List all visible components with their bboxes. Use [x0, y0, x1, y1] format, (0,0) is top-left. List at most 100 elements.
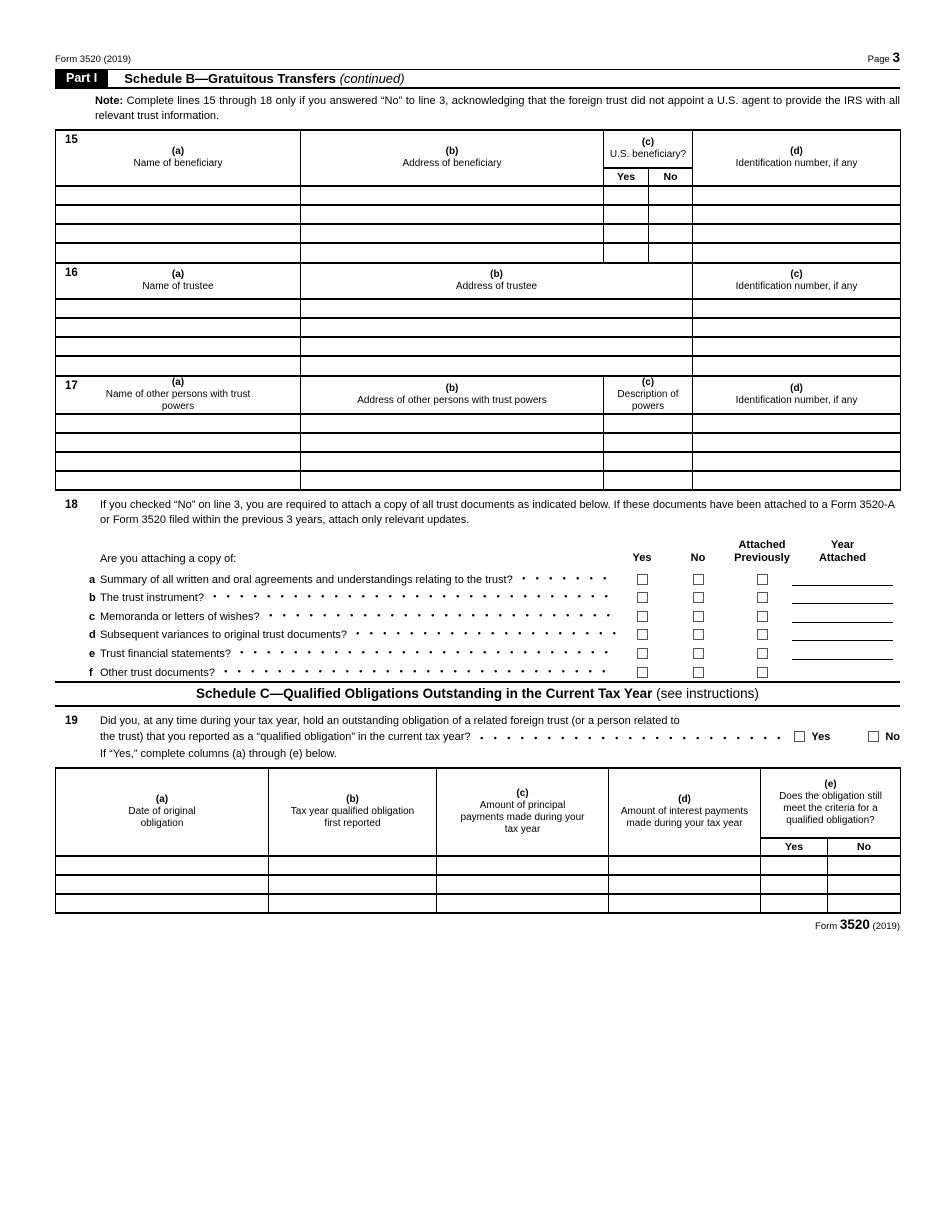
cell-no[interactable] [648, 204, 693, 224]
cell-name[interactable] [55, 470, 301, 491]
cell-name[interactable] [55, 355, 301, 375]
cell-date[interactable] [55, 854, 269, 875]
no-checkbox[interactable] [692, 647, 704, 659]
cell-address[interactable] [300, 223, 604, 243]
cell-interest[interactable] [608, 873, 761, 894]
cell-address[interactable] [300, 451, 604, 471]
cell-address[interactable] [300, 432, 604, 452]
cell-address[interactable] [300, 317, 693, 337]
cell-address[interactable] [300, 355, 693, 375]
cell-address[interactable] [300, 185, 604, 205]
no-checkbox[interactable] [692, 610, 704, 622]
attached-previously-checkbox[interactable] [756, 647, 768, 659]
cell-interest[interactable] [608, 854, 761, 875]
cell-name[interactable] [55, 432, 301, 452]
cell-no[interactable] [648, 185, 693, 205]
no-checkbox[interactable] [692, 629, 704, 641]
cell-interest[interactable] [608, 892, 761, 914]
cell-yes[interactable] [760, 854, 828, 875]
attach-prompt: Are you attaching a copy of: [100, 553, 237, 565]
no-checkbox[interactable] [692, 592, 704, 604]
line19-yes-checkbox[interactable] [794, 731, 806, 743]
cell-id[interactable] [692, 451, 901, 471]
cell-tax-year[interactable] [268, 892, 437, 914]
cell-name[interactable] [55, 336, 301, 356]
cell-no[interactable] [648, 242, 693, 262]
cell-name[interactable] [55, 242, 301, 262]
footer-form-word: Form [815, 920, 838, 932]
attach-row-c: c Memoranda or letters of wishes? [83, 604, 893, 623]
attached-previously-checkbox[interactable] [756, 610, 768, 622]
cell-principal[interactable] [436, 892, 609, 914]
cell-tax-year[interactable] [268, 854, 437, 875]
cell-id[interactable] [692, 470, 901, 491]
cell-id[interactable] [692, 317, 901, 337]
year-attached-field[interactable] [792, 646, 893, 660]
cell-principal[interactable] [436, 854, 609, 875]
cell-date[interactable] [55, 892, 269, 914]
attached-previously-checkbox[interactable] [756, 573, 768, 585]
dot-leader [516, 573, 616, 586]
cell-yes[interactable] [603, 185, 649, 205]
cell-name[interactable] [55, 298, 301, 318]
col-letter: (a) [171, 146, 185, 157]
cell-name[interactable] [55, 204, 301, 224]
attached-previously-checkbox[interactable] [756, 629, 768, 641]
cell-id[interactable] [692, 185, 901, 205]
line19-no-checkbox[interactable] [868, 731, 880, 743]
year-attached-field[interactable] [792, 609, 893, 623]
no-checkbox[interactable] [692, 573, 704, 585]
part-label: Part I [55, 70, 109, 87]
cell-id[interactable] [692, 413, 901, 433]
cell-address[interactable] [300, 470, 604, 491]
cell-no[interactable] [827, 854, 901, 875]
yes-checkbox[interactable] [636, 573, 648, 585]
cell-yes[interactable] [603, 242, 649, 262]
cell-powers[interactable] [603, 432, 693, 452]
yes-checkbox[interactable] [636, 666, 648, 678]
cell-address[interactable] [300, 204, 604, 224]
cell-no[interactable] [648, 223, 693, 243]
no-checkbox[interactable] [692, 666, 704, 678]
line16-row [55, 317, 901, 337]
cell-id[interactable] [692, 242, 901, 262]
cell-id[interactable] [692, 432, 901, 452]
yes-checkbox[interactable] [636, 610, 648, 622]
cell-address[interactable] [300, 298, 693, 318]
row-letter: e [89, 647, 96, 660]
cell-powers[interactable] [603, 470, 693, 491]
cell-id[interactable] [692, 223, 901, 243]
cell-no[interactable] [827, 873, 901, 894]
yes-checkbox[interactable] [636, 647, 648, 659]
cell-yes[interactable] [603, 204, 649, 224]
attached-previously-checkbox[interactable] [756, 666, 768, 678]
year-attached-field[interactable] [792, 590, 893, 605]
cell-powers[interactable] [603, 451, 693, 471]
cell-name[interactable] [55, 413, 301, 433]
yes-checkbox[interactable] [636, 592, 648, 604]
year-attached-field[interactable] [792, 572, 893, 586]
yes-checkbox[interactable] [636, 629, 648, 641]
attached-previously-checkbox[interactable] [756, 592, 768, 604]
cell-yes[interactable] [760, 873, 828, 894]
cell-name[interactable] [55, 185, 301, 205]
cell-name[interactable] [55, 317, 301, 337]
cell-tax-year[interactable] [268, 873, 437, 894]
cell-date[interactable] [55, 873, 269, 894]
cell-address[interactable] [300, 242, 604, 262]
cell-id[interactable] [692, 204, 901, 224]
cell-name[interactable] [55, 451, 301, 471]
cell-id[interactable] [692, 298, 901, 318]
cell-yes[interactable] [603, 223, 649, 243]
cell-address[interactable] [300, 413, 604, 433]
cell-principal[interactable] [436, 873, 609, 894]
cell-id[interactable] [692, 336, 901, 356]
cell-name[interactable] [55, 223, 301, 243]
cell-address[interactable] [300, 336, 693, 356]
cell-no[interactable] [827, 892, 901, 914]
cell-yes[interactable] [760, 892, 828, 914]
year-attached-field[interactable] [792, 627, 893, 642]
cell-powers[interactable] [603, 413, 693, 433]
line15-yes-subheader: Yes [603, 167, 649, 186]
cell-id[interactable] [692, 355, 901, 375]
